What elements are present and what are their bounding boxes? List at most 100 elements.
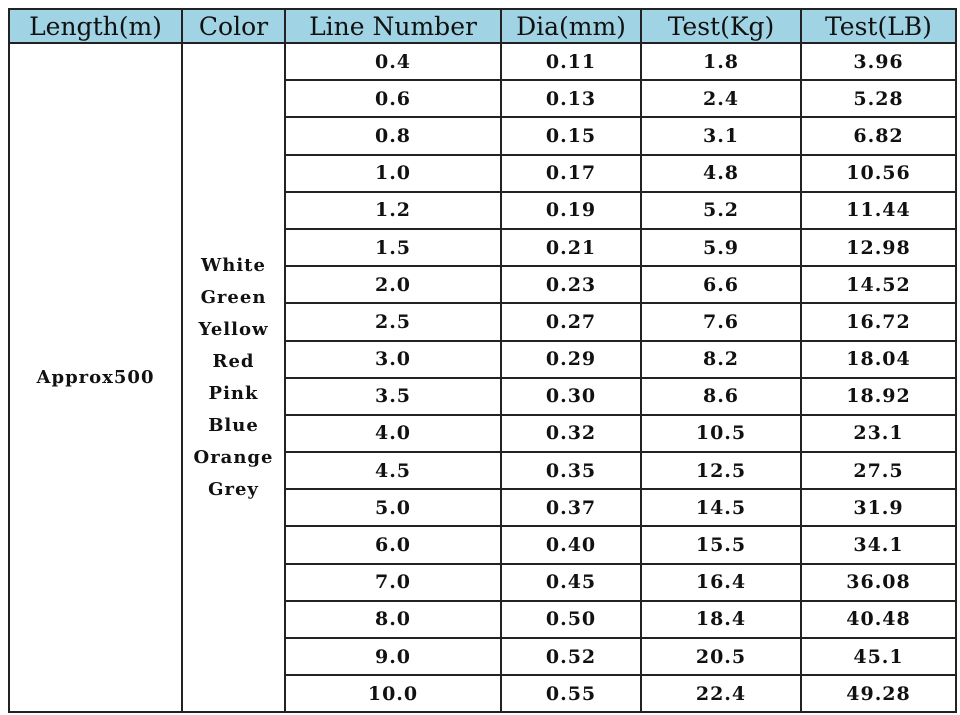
- test-lb-cell: 5.28: [800, 79, 957, 119]
- line-number-cell: 1.0: [284, 153, 502, 193]
- test-lb-cell: 10.56: [800, 153, 957, 193]
- diameter-cell: 0.15: [500, 116, 642, 156]
- color-name: White: [201, 254, 266, 276]
- test-kg-cell: 1.8: [640, 41, 802, 82]
- test-lb-cell: 36.08: [800, 562, 957, 602]
- test-kg-cell: 3.1: [640, 116, 802, 156]
- table-row: 5.0 0.37 14.5 31.9: [9, 488, 957, 528]
- color-name: Blue: [208, 414, 259, 436]
- test-lb-cell: 18.04: [800, 339, 957, 379]
- test-kg-cell: 10.5: [640, 413, 802, 454]
- diameter-cell: 0.17: [500, 153, 642, 193]
- diameter-cell: 0.11: [500, 41, 642, 82]
- color-name: Orange: [193, 446, 274, 468]
- test-lb-cell: 45.1: [800, 636, 957, 677]
- test-lb-cell: 11.44: [800, 190, 957, 230]
- line-number-cell: 1.2: [284, 190, 502, 230]
- test-kg-cell: 4.8: [640, 153, 802, 193]
- diameter-cell: 0.45: [500, 562, 642, 602]
- diameter-cell: 0.50: [500, 599, 642, 640]
- diameter-cell: 0.55: [500, 674, 642, 714]
- line-number-cell: 0.8: [284, 116, 502, 156]
- diameter-cell: 0.27: [500, 302, 642, 342]
- line-number-cell: 8.0: [284, 599, 502, 640]
- diameter-cell: 0.37: [500, 488, 642, 528]
- test-lb-cell: 3.96: [800, 41, 957, 82]
- test-kg-cell: 12.5: [640, 451, 802, 491]
- line-number-cell: 4.0: [284, 413, 502, 454]
- spec-table: Length(m) Color Line Number Dia(mm) Test…: [8, 8, 957, 714]
- color-name: Red: [212, 350, 255, 372]
- header-test-kg: Test(Kg): [640, 8, 802, 44]
- test-lb-cell: 27.5: [800, 451, 957, 491]
- table-row: Approx500 White Green Yellow Red Pink Blue Oran…: [8, 41, 957, 714]
- color-name: Yellow: [198, 318, 269, 340]
- color-name: Grey: [208, 478, 259, 500]
- diameter-cell: 0.21: [500, 227, 642, 268]
- test-kg-cell: 8.6: [640, 376, 802, 416]
- table-row: 0.8 0.15 3.1 6.82: [9, 116, 957, 156]
- header-color: Color: [181, 8, 286, 44]
- test-kg-cell: 18.4: [640, 599, 802, 640]
- color-name: Pink: [208, 382, 259, 404]
- line-number-cell: 3.5: [284, 376, 502, 416]
- test-lb-cell: 12.98: [800, 227, 957, 268]
- test-kg-cell: 14.5: [640, 488, 802, 528]
- line-number-cell: 10.0: [284, 674, 502, 714]
- diameter-cell: 0.40: [500, 525, 642, 565]
- table-body: Approx500 White Green Yellow Red Pink Blue Oran…: [8, 41, 957, 714]
- test-lb-cell: 23.1: [800, 413, 957, 454]
- table-row: 1.2 0.19 5.2 11.44: [9, 190, 957, 230]
- header-diameter: Dia(mm): [500, 8, 642, 44]
- table-row: 6.0 0.40 15.5 34.1: [9, 525, 957, 565]
- table-row: 1.5 0.21 5.9 12.98: [9, 227, 957, 268]
- test-lb-cell: 40.48: [800, 599, 957, 640]
- test-kg-cell: 2.4: [640, 79, 802, 119]
- diameter-cell: 0.35: [500, 451, 642, 491]
- line-number-cell: 2.5: [284, 302, 502, 342]
- test-lb-cell: 6.82: [800, 116, 957, 156]
- diameter-cell: 0.19: [500, 190, 642, 230]
- table-row: 8.0 0.50 18.4 40.48: [9, 599, 957, 640]
- table-row: 3.0 0.29 8.2 18.04: [9, 339, 957, 379]
- color-cell: White Green Yellow Red Pink Blue Orange Grey: [181, 41, 286, 714]
- length-cell: Approx500: [8, 41, 183, 714]
- header-row: Length(m) Color Line Number Dia(mm) Test…: [8, 8, 957, 44]
- test-kg-cell: 15.5: [640, 525, 802, 565]
- diameter-cell: 0.13: [500, 79, 642, 119]
- diameter-cell: 0.23: [500, 265, 642, 305]
- table-row: 1.0 0.17 4.8 10.56: [9, 153, 957, 193]
- diameter-cell: 0.29: [500, 339, 642, 379]
- test-lb-cell: 14.52: [800, 265, 957, 305]
- table-row: 0.6 0.13 2.4 5.28: [9, 79, 957, 119]
- test-lb-cell: 16.72: [800, 302, 957, 342]
- line-number-cell: 0.4: [284, 41, 502, 82]
- diameter-cell: 0.30: [500, 376, 642, 416]
- line-number-cell: 1.5: [284, 227, 502, 268]
- table-row: 3.5 0.30 8.6 18.92: [9, 376, 957, 416]
- table-row: 4.5 0.35 12.5 27.5: [9, 451, 957, 491]
- table-row: 2.5 0.27 7.6 16.72: [9, 302, 957, 342]
- table-row: 10.0 0.55 22.4 49.28: [9, 674, 957, 714]
- test-kg-cell: 7.6: [640, 302, 802, 342]
- diameter-cell: 0.52: [500, 636, 642, 677]
- line-number-cell: 4.5: [284, 451, 502, 491]
- test-kg-cell: 5.2: [640, 190, 802, 230]
- line-number-cell: 5.0: [284, 488, 502, 528]
- table-row: 2.0 0.23 6.6 14.52: [9, 265, 957, 305]
- test-kg-cell: 6.6: [640, 265, 802, 305]
- color-name: Green: [200, 286, 267, 308]
- table-row: 7.0 0.45 16.4 36.08: [9, 562, 957, 602]
- line-number-cell: 9.0: [284, 636, 502, 677]
- header-length: Length(m): [8, 8, 183, 44]
- test-lb-cell: 18.92: [800, 376, 957, 416]
- table-row: 9.0 0.52 20.5 45.1: [9, 636, 957, 677]
- test-kg-cell: 22.4: [640, 674, 802, 714]
- header-test-lb: Test(LB): [800, 8, 957, 44]
- test-kg-cell: 20.5: [640, 636, 802, 677]
- test-lb-cell: 34.1: [800, 525, 957, 565]
- line-number-cell: 7.0: [284, 562, 502, 602]
- line-number-cell: 3.0: [284, 339, 502, 379]
- line-number-cell: 6.0: [284, 525, 502, 565]
- line-number-cell: 0.6: [284, 79, 502, 119]
